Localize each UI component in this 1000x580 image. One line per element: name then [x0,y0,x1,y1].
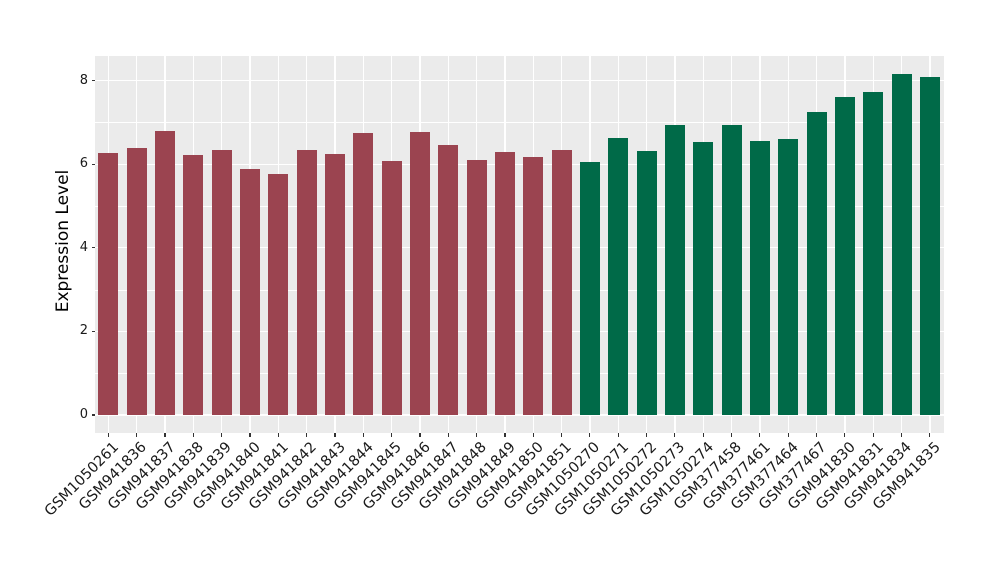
bar-GSM941844 [353,133,374,415]
bar-GSM1050261 [98,152,119,415]
x-axis-tick [504,433,506,437]
x-axis-tick [560,433,563,437]
bar-GSM377464 [778,139,799,415]
gridline-horizontal-major [95,247,944,249]
x-axis-tick [475,433,478,437]
bar-GSM941837 [154,130,175,415]
x-axis-tick [221,433,223,437]
bar-GSM941848 [466,160,487,415]
x-axis-tick [136,433,138,437]
x-axis-tick [787,433,789,437]
bar-GSM1050270 [579,162,600,415]
plot-panel [95,56,944,433]
y-axis-tick-label: 8 [79,72,88,88]
bar-GSM941842 [296,150,317,415]
x-axis-tick [249,433,251,437]
bar-GSM941850 [523,157,544,415]
bar-GSM1050272 [636,150,657,415]
gridline-horizontal-minor [95,373,944,374]
x-axis-tick [674,433,676,437]
x-axis-tick [730,433,733,437]
x-axis-tick [107,433,109,437]
gridline-horizontal-minor [95,289,944,291]
x-axis-tick [164,433,166,437]
bar-GSM941838 [183,154,204,415]
y-axis-tick [91,330,95,332]
bar-GSM941846 [409,132,430,415]
x-axis-tick [589,433,591,437]
bar-GSM941830 [834,96,855,415]
gridline-horizontal-major [95,414,944,416]
bar-GSM377467 [806,112,827,415]
x-axis-tick [419,433,421,437]
bar-GSM941851 [551,150,572,415]
y-axis-tick-label: 4 [79,239,88,255]
bar-GSM941834 [891,74,912,415]
x-axis-tick [334,433,336,437]
x-axis-tick [702,433,704,437]
x-axis-tick [844,433,846,437]
y-axis-tick [91,80,95,82]
gridline-horizontal-minor [95,122,944,124]
bar-GSM941841 [268,173,289,415]
y-axis-tick [91,414,95,416]
y-axis-tick-label: 2 [79,323,88,339]
bar-GSM941847 [438,145,459,415]
bar-GSM941845 [381,160,402,415]
gridline-horizontal-major [95,163,944,165]
x-axis-tick [617,433,619,437]
bar-GSM941839 [211,149,232,415]
bar-GSM941831 [863,91,884,415]
x-axis-tick [815,433,818,437]
x-axis-tick [645,433,648,437]
bar-GSM941843 [324,154,345,415]
gridline-horizontal-minor [95,206,944,207]
x-axis-tick [391,433,393,437]
x-axis-tick [192,433,194,437]
y-axis-tick-label: 6 [79,156,88,172]
x-axis-tick [929,433,931,437]
x-axis-tick [532,433,534,437]
x-axis-tick [362,433,364,437]
bar-GSM1050271 [608,138,629,415]
x-axis-tick [447,433,449,437]
x-axis-tick [900,433,903,437]
bar-GSM941836 [126,147,147,415]
x-axis-tick [759,433,761,437]
x-axis-tick [277,433,279,437]
bar-GSM941849 [494,152,515,415]
y-axis-tick [91,247,95,249]
bar-GSM1050274 [693,142,714,415]
bar-GSM1050273 [664,124,685,415]
bar-GSM377461 [749,141,770,415]
bar-GSM941840 [239,168,260,415]
x-axis-tick [306,433,308,437]
bar-GSM377458 [721,125,742,415]
gridline-horizontal-major [95,330,944,333]
x-axis-tick [872,433,874,437]
y-axis-tick [91,163,95,165]
gridline-horizontal-major [95,80,944,82]
y-axis-tick-label: 0 [79,407,88,422]
bar-GSM941835 [919,76,940,415]
